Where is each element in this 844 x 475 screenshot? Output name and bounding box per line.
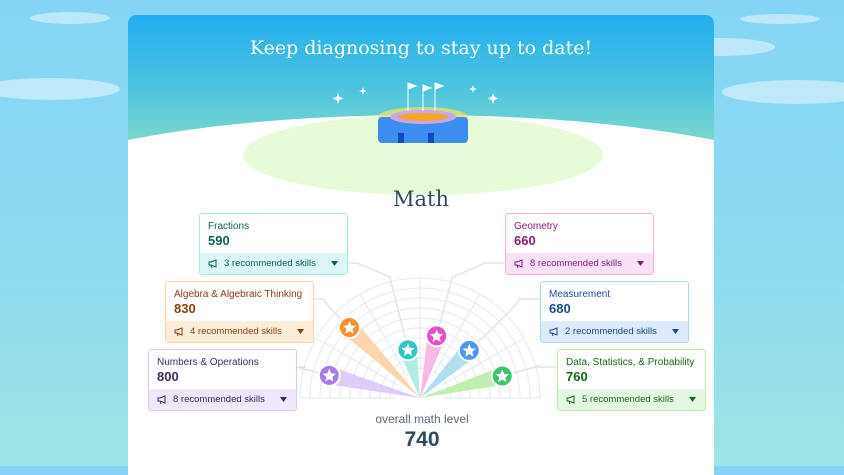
- domain-card: Algebra & Algebraic Thinking 830 4 recom…: [165, 281, 314, 343]
- caret-down-icon: [679, 389, 696, 410]
- megaphone-icon: [174, 327, 183, 336]
- hero-title: Keep diagnosing to stay up to date!: [249, 37, 593, 59]
- domain-card: Fractions 590 3 recommended skills: [199, 213, 348, 275]
- megaphone-icon: [514, 259, 523, 268]
- caret-down-icon: [287, 321, 304, 342]
- domain-name: Measurement: [549, 289, 611, 300]
- overall-level-value: 740: [404, 428, 440, 451]
- cloud: [30, 12, 110, 24]
- domain-score: 760: [566, 369, 588, 384]
- score-fan: [343, 321, 420, 398]
- connector-line: [502, 364, 557, 377]
- domain-score: 590: [208, 233, 230, 248]
- domain-name: Algebra & Algebraic Thinking: [174, 289, 303, 300]
- recommended-skills-label: 3 recommended skills: [224, 258, 316, 269]
- star-icon: [462, 343, 476, 357]
- overall-level-label: overall math level: [375, 412, 469, 426]
- star-icon: [342, 321, 357, 334]
- connector-line: [468, 298, 540, 351]
- domain-card: Measurement 680 2 recommended skills: [540, 281, 689, 343]
- recommended-skills-label: 2 recommended skills: [565, 326, 657, 337]
- score-fan: [327, 366, 420, 398]
- domain-score: 800: [157, 369, 179, 384]
- cloud: [740, 14, 820, 24]
- recommended-skills-dropdown[interactable]: 2 recommended skills: [541, 321, 688, 342]
- megaphone-icon: [157, 395, 166, 404]
- domain-card: Data, Statistics, & Probability 760 5 re…: [557, 349, 706, 411]
- recommended-skills-label: 4 recommended skills: [190, 326, 282, 337]
- star-icon: [430, 329, 444, 342]
- caret-down-icon: [627, 253, 644, 274]
- score-fan: [420, 333, 446, 398]
- domain-name: Numbers & Operations: [157, 357, 259, 368]
- score-fan: [420, 367, 505, 398]
- recommended-skills-dropdown[interactable]: 5 recommended skills: [558, 389, 705, 410]
- domain-score: 660: [514, 233, 536, 248]
- subject-title: Math: [393, 187, 449, 211]
- cloud: [0, 78, 120, 100]
- caret-down-icon: [270, 389, 287, 410]
- recommended-skills-label: 5 recommended skills: [582, 394, 674, 405]
- megaphone-icon: [566, 395, 575, 404]
- domain-card: Geometry 660 8 recommended skills: [505, 213, 654, 275]
- recommended-skills-dropdown[interactable]: 4 recommended skills: [166, 321, 313, 342]
- star-icon: [495, 369, 509, 383]
- recommended-skills-dropdown[interactable]: 3 recommended skills: [200, 253, 347, 274]
- grid-spoke: [441, 337, 525, 387]
- domain-score: 680: [549, 301, 571, 316]
- cloud: [722, 80, 844, 104]
- recommended-skills-label: 8 recommended skills: [173, 394, 265, 405]
- grid-spoke: [315, 337, 399, 387]
- megaphone-icon: [549, 327, 558, 336]
- recommended-skills-dropdown[interactable]: 8 recommended skills: [506, 253, 653, 274]
- megaphone-icon: [208, 259, 217, 268]
- caret-down-icon: [662, 321, 679, 342]
- domain-name: Data, Statistics, & Probability: [566, 357, 695, 368]
- domain-card: Numbers & Operations 800 8 recommended s…: [148, 349, 297, 411]
- domain-name: Geometry: [514, 221, 558, 232]
- stadium-illustration: [332, 82, 499, 143]
- caret-down-icon: [321, 253, 338, 274]
- star-icon: [322, 368, 336, 382]
- connector-line: [435, 262, 505, 337]
- recommended-skills-label: 8 recommended skills: [530, 258, 622, 269]
- star-icon: [401, 343, 415, 356]
- domain-name: Fractions: [208, 221, 250, 232]
- domain-score: 830: [174, 301, 196, 316]
- grid-spoke: [359, 293, 409, 377]
- recommended-skills-dropdown[interactable]: 8 recommended skills: [149, 389, 296, 410]
- grid-spoke: [431, 293, 481, 377]
